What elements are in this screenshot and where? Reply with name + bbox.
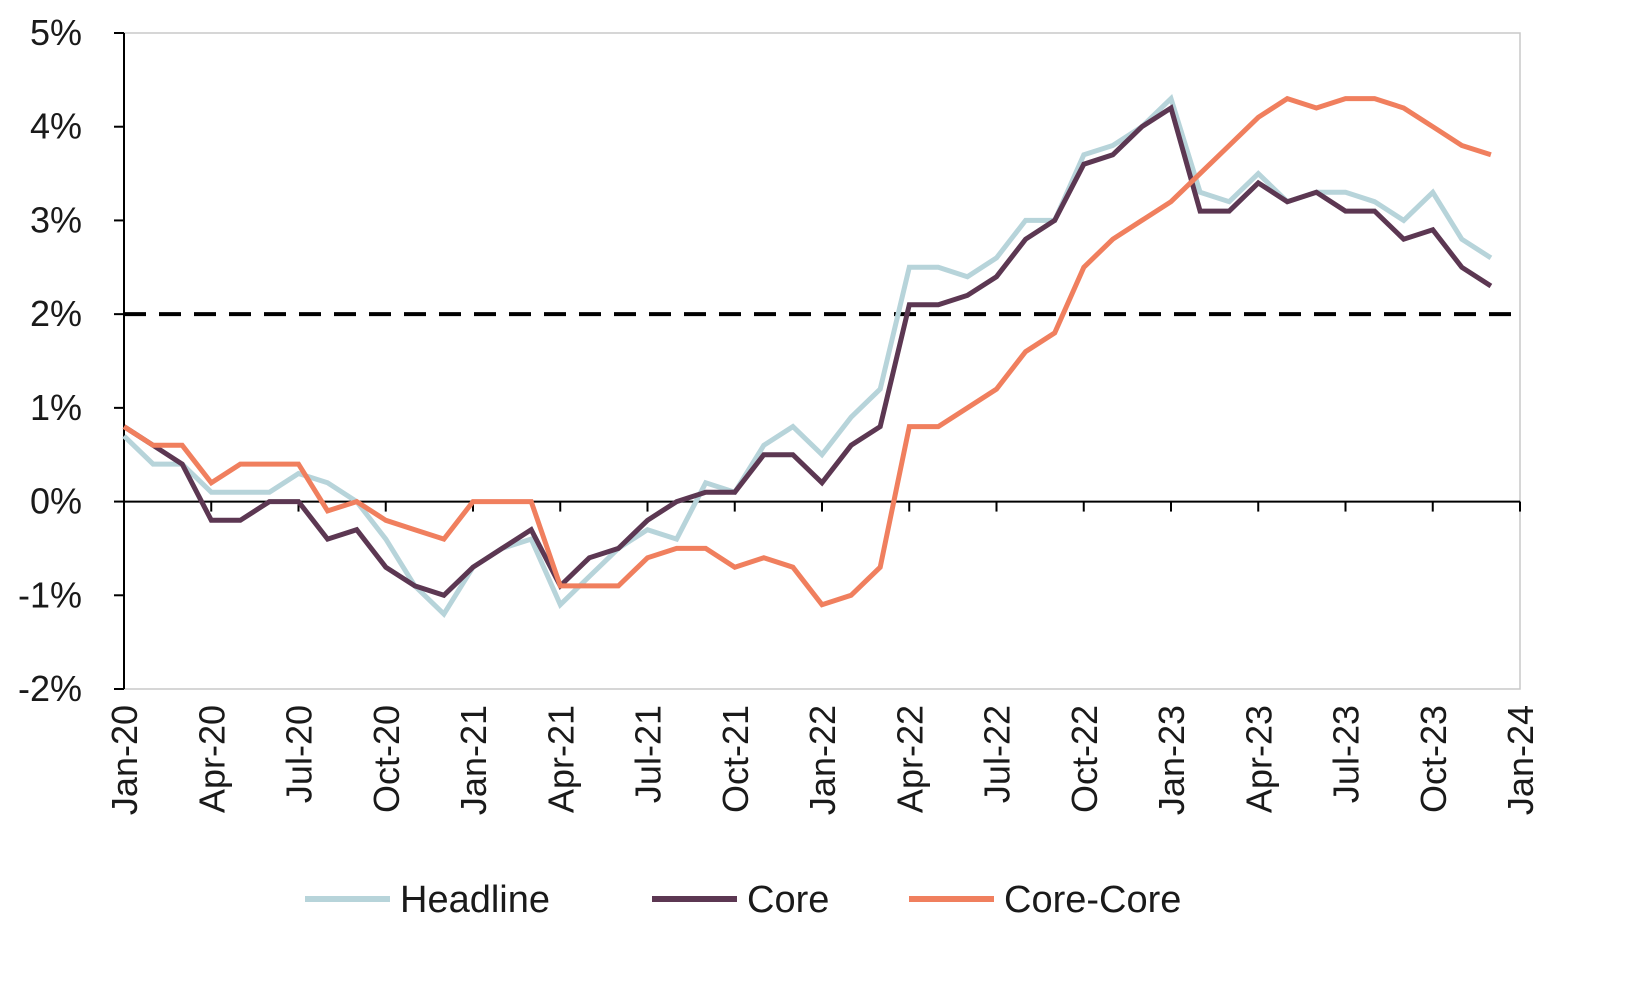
y-tick-label: 3% xyxy=(30,199,82,240)
plot-area xyxy=(123,32,1521,690)
y-axis: 5% 4% 3% 2% 1% 0% -1% -2% xyxy=(18,12,124,709)
x-tick-label: Jul-23 xyxy=(1326,705,1367,803)
x-tick-label: Jan-24 xyxy=(1500,705,1541,815)
x-tick-label: Apr-20 xyxy=(191,705,232,813)
legend: Headline Core Core-Core xyxy=(305,879,1181,921)
y-tick-label: 5% xyxy=(30,12,82,53)
x-tick-label: Oct-20 xyxy=(366,705,407,813)
x-tick-label: Apr-23 xyxy=(1238,705,1279,813)
x-tick-label: Apr-21 xyxy=(540,705,581,813)
x-tick-label: Jul-22 xyxy=(977,705,1018,803)
y-tick-label: 4% xyxy=(30,106,82,147)
y-tick-label: 1% xyxy=(30,387,82,428)
legend-label: Core xyxy=(747,879,829,921)
x-tick-label: Jul-20 xyxy=(279,705,320,803)
series-line-core xyxy=(122,104,1493,599)
legend-label: Headline xyxy=(400,879,550,921)
x-tick-label: Oct-23 xyxy=(1413,705,1454,813)
y-tick-label: 0% xyxy=(30,481,82,522)
plot-border xyxy=(123,32,1521,690)
x-tick-label: Jan-20 xyxy=(104,705,145,815)
x-tick-label: Oct-21 xyxy=(715,705,756,813)
x-tick-label: Jan-23 xyxy=(1151,705,1192,815)
x-tick-label: Jul-21 xyxy=(628,705,669,803)
x-axis: Jan-20 Apr-20 Jul-20 Oct-20 Jan-21 Apr-21 Jul-… xyxy=(104,501,1541,815)
legend-label: Core-Core xyxy=(1004,879,1181,921)
x-tick-label: Oct-22 xyxy=(1064,705,1105,813)
series-lines xyxy=(122,93,1493,618)
x-tick-label: Apr-22 xyxy=(889,705,930,813)
y-tick-label: -1% xyxy=(18,574,82,615)
series-line-headline xyxy=(122,93,1493,618)
x-tick-label: Jan-21 xyxy=(453,705,494,815)
y-tick-label: 2% xyxy=(30,293,82,334)
x-tick-label: Jan-22 xyxy=(802,705,843,815)
y-tick-label: -2% xyxy=(18,668,82,709)
series-line-core-core xyxy=(122,95,1492,608)
